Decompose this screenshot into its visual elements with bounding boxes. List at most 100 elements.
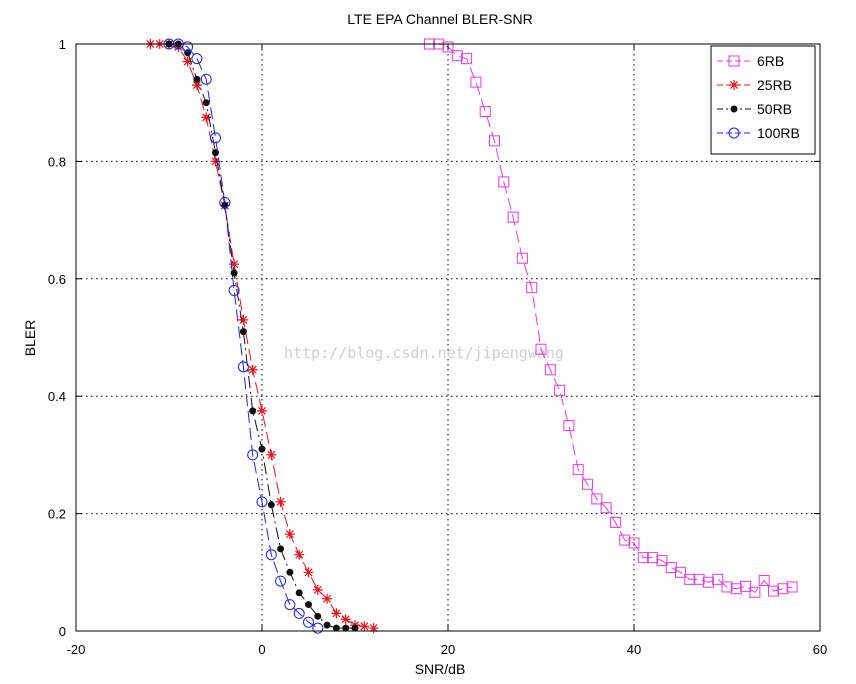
data-point bbox=[470, 76, 482, 88]
data-point bbox=[702, 576, 714, 588]
legend-entry: 100RB bbox=[717, 125, 800, 141]
data-point bbox=[257, 405, 267, 416]
data-point bbox=[200, 73, 212, 85]
data-point bbox=[293, 607, 305, 619]
data-point bbox=[193, 75, 201, 83]
data-point bbox=[191, 53, 203, 65]
data-point bbox=[359, 621, 370, 632]
data-point bbox=[340, 614, 351, 625]
data-point bbox=[675, 566, 686, 578]
series-layer bbox=[145, 38, 798, 634]
data-point bbox=[451, 50, 463, 62]
data-point bbox=[600, 502, 612, 514]
data-point bbox=[332, 624, 340, 632]
legend-marker bbox=[730, 105, 738, 113]
data-point bbox=[238, 314, 249, 325]
data-point bbox=[572, 464, 584, 476]
data-point bbox=[628, 537, 640, 549]
series-100rb bbox=[163, 38, 324, 634]
data-point bbox=[712, 573, 724, 585]
series-line bbox=[429, 43, 793, 593]
data-point bbox=[322, 593, 333, 604]
legend-entry: 6RB bbox=[717, 53, 784, 69]
data-point bbox=[461, 53, 473, 65]
data-point bbox=[247, 364, 258, 375]
data-point bbox=[619, 534, 631, 546]
legend-marker bbox=[729, 80, 739, 90]
y-tick-label: 0.8 bbox=[48, 154, 66, 169]
x-tick-label: 60 bbox=[813, 642, 827, 657]
x-tick-label: 40 bbox=[627, 642, 641, 657]
data-point bbox=[182, 56, 193, 67]
data-point bbox=[265, 549, 277, 561]
data-point bbox=[247, 449, 259, 461]
chart-title: LTE EPA Channel BLER-SNR bbox=[347, 11, 532, 27]
data-point bbox=[275, 496, 286, 507]
legend-label: 50RB bbox=[757, 101, 792, 117]
data-point bbox=[721, 581, 733, 593]
data-point bbox=[609, 516, 621, 528]
data-point bbox=[210, 132, 221, 144]
data-point bbox=[219, 196, 231, 208]
y-tick-label: 0 bbox=[59, 624, 66, 639]
data-point bbox=[507, 211, 519, 223]
data-point bbox=[740, 580, 752, 592]
series-50rb bbox=[165, 40, 359, 632]
legend-entry: 25RB bbox=[717, 77, 792, 93]
data-point bbox=[305, 601, 312, 609]
data-point bbox=[526, 282, 538, 294]
data-point bbox=[191, 80, 202, 91]
data-point bbox=[312, 622, 324, 634]
data-point bbox=[591, 493, 603, 505]
data-point bbox=[258, 445, 266, 453]
x-tick-label: 0 bbox=[258, 642, 265, 657]
y-axis-label: BLER bbox=[22, 320, 38, 357]
legend-entry: 50RB bbox=[717, 101, 792, 117]
data-point bbox=[684, 573, 696, 585]
data-point bbox=[442, 41, 454, 53]
data-point bbox=[202, 99, 210, 107]
data-point bbox=[275, 575, 287, 587]
series-25rb bbox=[145, 39, 379, 634]
data-point bbox=[331, 608, 342, 619]
data-point bbox=[284, 599, 296, 611]
data-point bbox=[294, 549, 305, 560]
data-point bbox=[637, 552, 649, 564]
data-point bbox=[286, 568, 294, 576]
series-line bbox=[169, 43, 319, 629]
data-point bbox=[201, 112, 212, 123]
legend-label: 100RB bbox=[757, 125, 800, 141]
y-tick-label: 0.2 bbox=[48, 507, 66, 522]
legend-label: 6RB bbox=[757, 53, 784, 69]
y-tick-label: 0.6 bbox=[48, 272, 66, 287]
data-point bbox=[665, 562, 677, 574]
data-point bbox=[535, 343, 547, 355]
legend: 6RB 25RB 50RB 100RB bbox=[710, 45, 816, 155]
series-6rb bbox=[423, 38, 798, 598]
data-point bbox=[182, 41, 194, 53]
watermark: http://blog.csdn.net/jipengwang bbox=[284, 344, 564, 362]
legend-marker bbox=[728, 55, 740, 67]
data-point bbox=[249, 407, 257, 415]
grid-lines bbox=[76, 44, 820, 631]
y-tick-label: 0.4 bbox=[48, 389, 66, 404]
plot-area-frame bbox=[75, 43, 821, 632]
data-point bbox=[554, 384, 566, 396]
legend-label: 25RB bbox=[757, 77, 792, 93]
data-point bbox=[582, 478, 593, 490]
data-point bbox=[489, 135, 500, 147]
data-point bbox=[256, 496, 268, 508]
legend-marker bbox=[728, 127, 740, 139]
data-point bbox=[210, 156, 221, 167]
data-point bbox=[777, 583, 789, 595]
data-point bbox=[323, 621, 331, 629]
data-point bbox=[768, 585, 779, 597]
data-point bbox=[239, 328, 247, 336]
data-point bbox=[498, 176, 510, 188]
data-point bbox=[267, 501, 275, 509]
data-point bbox=[229, 259, 240, 270]
data-point bbox=[479, 106, 491, 118]
data-point bbox=[563, 420, 575, 432]
